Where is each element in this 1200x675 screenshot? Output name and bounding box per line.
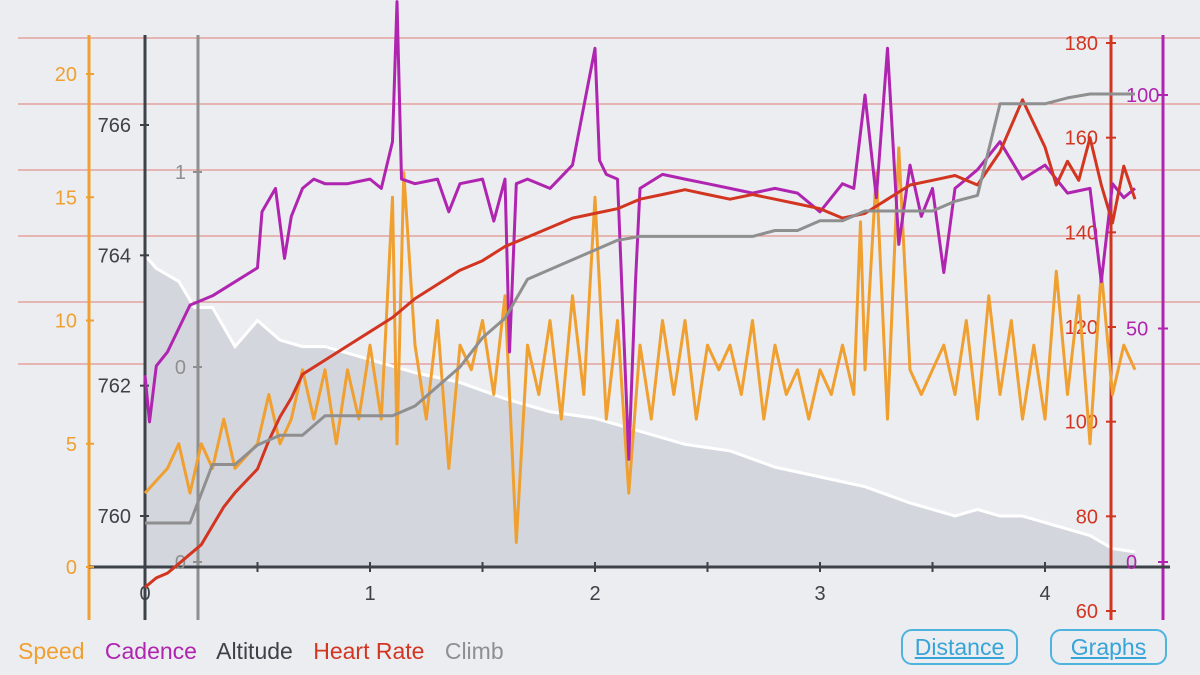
distance-button[interactable]: Distance <box>901 629 1018 665</box>
heart-rate-series-line <box>144 98 1137 589</box>
altitude-tick-label: 764 <box>98 245 131 267</box>
cadence-series-line <box>143 0 1136 461</box>
altitude-tick-label: 766 <box>98 115 131 137</box>
heart-rate-tick-label: 140 <box>1065 222 1098 244</box>
heart-rate-tick-label: 180 <box>1065 33 1098 55</box>
legend-speed[interactable]: Speed <box>18 638 85 664</box>
heart-rate-tick-label: 60 <box>1076 601 1098 623</box>
cadence-tick-label: 100 <box>1126 85 1159 107</box>
chart-legend: Speed Cadence Altitude Heart Rate Climb <box>18 638 518 665</box>
speed-series-line <box>143 146 1137 544</box>
heart-rate-tick-label: 80 <box>1076 506 1098 528</box>
cadence-tick-label: 0 <box>1126 552 1137 574</box>
speed-tick-label: 15 <box>55 187 77 209</box>
climb-tick-label: 0 <box>175 357 186 379</box>
altitude-tick-label: 762 <box>98 376 131 398</box>
speed-tick-label: 5 <box>66 434 77 456</box>
x-tick-label: 4 <box>1039 583 1050 605</box>
climb-series-line <box>145 92 1135 525</box>
legend-heart-rate[interactable]: Heart Rate <box>313 638 425 664</box>
graphs-button[interactable]: Graphs <box>1050 629 1167 665</box>
altitude-area <box>145 255 1135 568</box>
speed-tick-label: 10 <box>55 311 77 333</box>
x-tick-label: 2 <box>589 583 600 605</box>
altitude-line <box>143 254 1136 554</box>
speed-tick-label: 0 <box>66 557 77 579</box>
x-tick-label: 1 <box>364 583 375 605</box>
climb-tick-label: 1 <box>175 162 186 184</box>
legend-altitude[interactable]: Altitude <box>216 638 293 664</box>
speed-tick-label: 20 <box>55 64 77 86</box>
cadence-tick-label: 50 <box>1126 319 1148 341</box>
altitude-tick-label: 760 <box>98 506 131 528</box>
x-tick-label: 3 <box>814 583 825 605</box>
legend-climb[interactable]: Climb <box>444 638 504 664</box>
x-tick-label: 0 <box>139 583 150 605</box>
legend-cadence[interactable]: Cadence <box>104 638 197 664</box>
